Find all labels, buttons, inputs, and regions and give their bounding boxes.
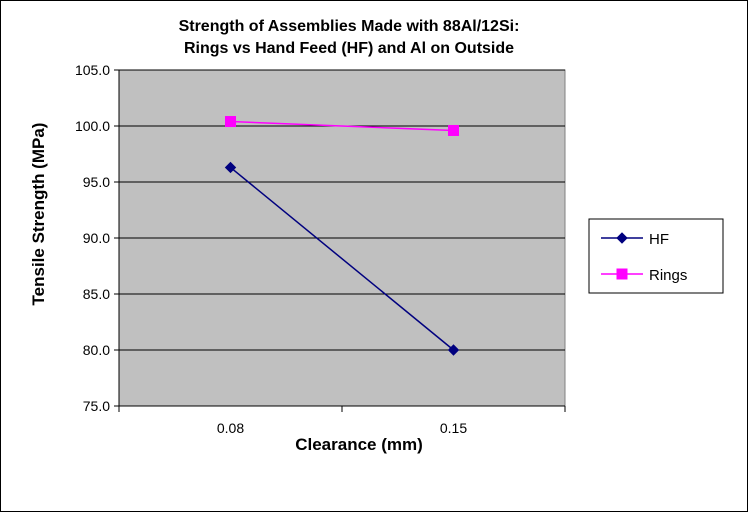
series (224, 116, 460, 356)
legend-box (588, 218, 724, 294)
y-tick-label: 75.0 (83, 398, 110, 414)
legend-marker-rings (616, 268, 628, 280)
x-tick-labels: 0.08 0.15 (217, 420, 467, 436)
x-axis-title: Clearance (mm) (295, 435, 423, 454)
legend-items: HF Rings (601, 231, 687, 284)
y-axis-title: Tensile Strength (MPa) (29, 123, 48, 306)
data-point-hf (224, 161, 237, 174)
series-line-hf (230, 166, 454, 351)
series-line-rings (230, 120, 454, 132)
data-point-hf (447, 344, 460, 356)
data-point-rings (448, 124, 459, 136)
y-tick-label: 105.0 (75, 62, 110, 78)
legend-label-hf: HF (649, 231, 669, 248)
y-tick-label: 95.0 (83, 174, 110, 190)
chart-title-line-2: Rings vs Hand Feed (HF) and Al on Outsid… (184, 40, 514, 57)
y-tick-labels: 75.0 80.0 85.0 90.0 95.0 100.0 105.0 (75, 62, 110, 414)
y-tick-label: 85.0 (83, 286, 110, 302)
y-tick-label: 80.0 (83, 342, 110, 358)
chart-title-line-1: Strength of Assemblies Made with 88Al/12… (179, 18, 520, 35)
x-tick-label: 0.08 (217, 420, 244, 436)
legend-marker-hf (616, 232, 628, 244)
y-tick-label: 90.0 (83, 230, 110, 246)
x-tick-label: 0.15 (440, 420, 467, 436)
axes (114, 69, 566, 412)
data-point-rings (225, 116, 236, 128)
legend-label-rings: Rings (649, 267, 687, 284)
y-tick-label: 100.0 (75, 118, 110, 134)
legend: HF Rings (588, 218, 724, 294)
